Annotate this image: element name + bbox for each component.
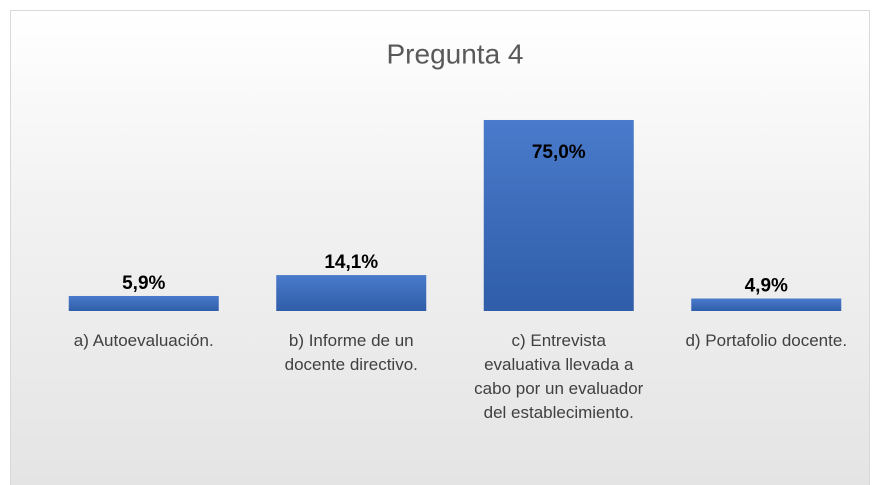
x-tick-label: a) Autoevaluación. bbox=[73, 331, 214, 350]
bar bbox=[276, 275, 427, 311]
x-tick-label: b) Informe de un docente directivo. bbox=[284, 331, 418, 374]
data-label: 4,9% bbox=[745, 276, 788, 297]
data-label: 14,1% bbox=[324, 252, 378, 273]
bar bbox=[483, 119, 634, 311]
chart-title: Pregunta 4 bbox=[387, 38, 524, 69]
data-label: 75,0% bbox=[532, 142, 586, 163]
x-tick-label: c) Entrevista evaluativa llevada a cabo … bbox=[474, 331, 644, 422]
x-tick-label: d) Portafolio docente. bbox=[685, 331, 848, 350]
chart-area bbox=[10, 10, 870, 485]
data-label: 5,9% bbox=[122, 273, 165, 294]
bar bbox=[68, 295, 219, 311]
bar bbox=[691, 298, 842, 311]
